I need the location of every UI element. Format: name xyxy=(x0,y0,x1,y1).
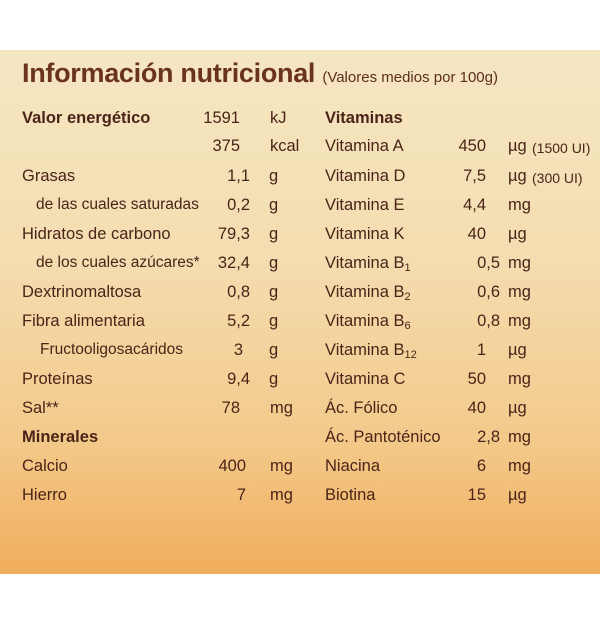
vitamin-label: Vitamina A xyxy=(325,137,404,155)
vitamin-label: Niacina xyxy=(325,457,381,475)
nutrient-unit: g xyxy=(269,167,279,185)
energy-label: Valor energético xyxy=(22,109,151,127)
nutrient-unit: g xyxy=(269,341,279,359)
energy-kcal-unit: kcal xyxy=(270,137,300,155)
nutrient-value: 0,8 xyxy=(227,283,250,301)
vitamin-unit: µg xyxy=(508,225,527,243)
nutrient-value: 3 xyxy=(233,341,243,359)
vitamin-value: 40 xyxy=(467,225,486,243)
nutrient-unit: g xyxy=(269,283,279,301)
subtitle: (Valores medios por 100g) xyxy=(322,69,498,86)
vitamin-label: Vitamina D xyxy=(325,167,406,185)
nutrient-label: Hidratos de carbono xyxy=(22,225,171,243)
nutrient-label: de los cuales azúcares* xyxy=(36,254,200,271)
mineral-value: 7 xyxy=(236,486,246,504)
nutrient-value: 0,2 xyxy=(227,196,250,214)
minerals-heading: Minerales xyxy=(22,428,99,446)
vitamin-label: Vitamina B1 xyxy=(325,254,411,274)
nutrient-value: 1,1 xyxy=(227,167,250,185)
vitamin-value: 1 xyxy=(476,341,486,359)
vitamin-unit: mg xyxy=(508,370,531,388)
vitamin-value: 0,5 xyxy=(477,254,500,272)
mineral-unit: mg xyxy=(270,486,293,504)
vitamin-unit: mg xyxy=(508,312,531,330)
vitamin-label: Ác. Pantoténico xyxy=(325,428,441,446)
vitamin-unit: mg xyxy=(508,457,531,475)
vitamin-value: 0,6 xyxy=(477,283,500,301)
energy-kj-unit: kJ xyxy=(270,109,287,127)
mineral-unit: mg xyxy=(270,457,293,475)
nutrient-value: 5,2 xyxy=(227,312,250,330)
nutrient-label: Proteínas xyxy=(22,370,93,388)
vitamin-value: 450 xyxy=(458,137,486,155)
vitamin-label: Vitamina B12 xyxy=(325,341,417,361)
nutrient-label: Fructooligosacáridos xyxy=(40,341,184,358)
vitamin-unit: µg xyxy=(508,486,527,504)
vitamin-value: 0,8 xyxy=(477,312,500,330)
nutrient-unit: g xyxy=(269,370,279,388)
vitamin-value: 4,4 xyxy=(463,196,486,214)
vitamin-unit: mg xyxy=(508,428,531,446)
vitamin-unit: mg xyxy=(508,283,531,301)
vitamin-label: Vitamina B6 xyxy=(325,312,411,332)
nutrient-unit: g xyxy=(269,196,279,214)
energy-kcal-value: 375 xyxy=(212,137,240,155)
nutrient-unit: mg xyxy=(270,399,293,417)
vitamin-unit: µg xyxy=(508,167,527,185)
vitamin-value: 50 xyxy=(467,370,486,388)
nutrient-unit: g xyxy=(269,254,279,272)
vitamin-label: Biotina xyxy=(325,486,376,504)
vitamin-value: 15 xyxy=(467,486,486,504)
nutrient-label: Fibra alimentaria xyxy=(22,312,145,330)
nutrient-label: Sal** xyxy=(22,399,59,417)
energy-kj-value: 1591 xyxy=(203,109,240,127)
nutrient-label: Dextrinomaltosa xyxy=(22,283,142,301)
vitamin-unit: mg xyxy=(508,196,531,214)
nutrient-label: Grasas xyxy=(22,167,76,185)
nutrient-value: 78 xyxy=(221,399,240,417)
vitamin-label: Vitamina E xyxy=(325,196,405,214)
title-text: Información nutricional xyxy=(22,58,316,88)
mineral-label: Hierro xyxy=(22,486,67,504)
vitamin-label: Vitamina B2 xyxy=(325,283,411,303)
vitamin-extra: (300 UI) xyxy=(532,170,583,186)
vitamin-label: Ác. Fólico xyxy=(325,399,398,417)
mineral-label: Calcio xyxy=(22,457,68,475)
nutrition-panel: Información nutricional (Valores medios … xyxy=(0,50,600,574)
vitamin-value: 7,5 xyxy=(463,167,486,185)
nutrient-value: 9,4 xyxy=(227,370,250,388)
title: Información nutricional (Valores medios … xyxy=(22,58,498,89)
vitamin-value: 2,8 xyxy=(477,428,500,446)
nutrient-unit: g xyxy=(269,312,279,330)
nutrient-value: 79,3 xyxy=(217,225,250,243)
vitamin-label: Vitamina K xyxy=(325,225,405,243)
vitamin-unit: µg xyxy=(508,399,527,417)
vitamins-heading: Vitaminas xyxy=(325,109,403,127)
vitamin-unit: µg xyxy=(508,137,527,155)
nutrient-label: de las cuales saturadas xyxy=(36,196,199,213)
vitamin-unit: mg xyxy=(508,254,531,272)
nutrient-value: 32,4 xyxy=(217,254,250,272)
mineral-value: 400 xyxy=(218,457,246,475)
nutrient-unit: g xyxy=(269,225,279,243)
vitamin-unit: µg xyxy=(508,341,527,359)
vitamin-extra: (1500 UI) xyxy=(532,140,591,156)
vitamin-value: 40 xyxy=(467,399,486,417)
vitamin-label: Vitamina C xyxy=(325,370,406,388)
vitamin-value: 6 xyxy=(476,457,486,475)
